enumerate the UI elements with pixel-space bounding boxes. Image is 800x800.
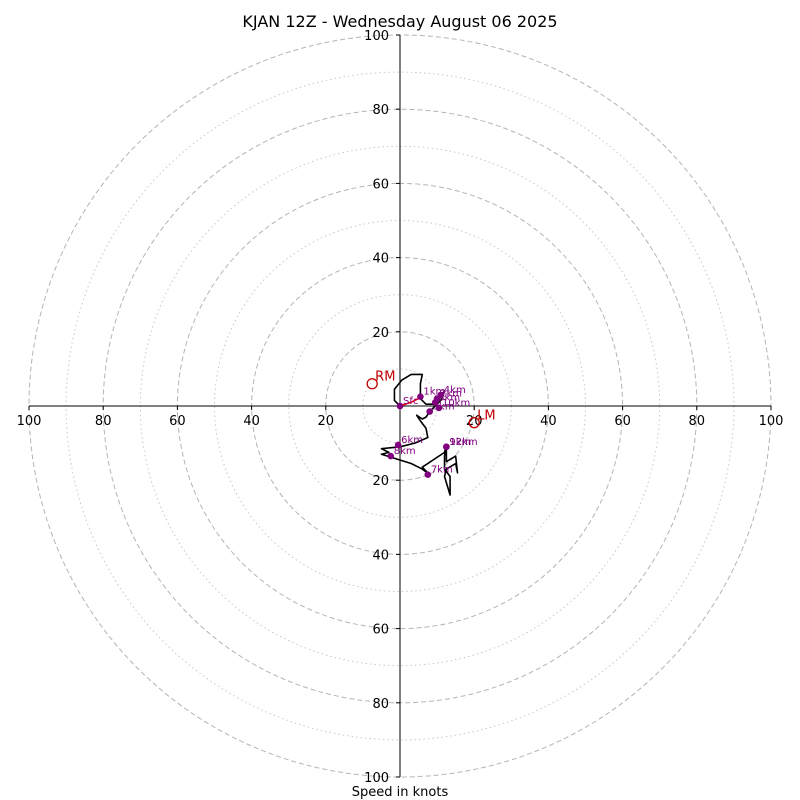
y-tick-label: 40 [372,548,389,563]
height-marker-label: 5km [433,402,455,413]
height-marker-dot [437,391,445,399]
x-tick-label: 80 [95,414,112,429]
height-marker-dot [426,408,433,415]
y-tick-label: 80 [372,697,389,712]
y-tick-label: 60 [372,177,389,192]
height-marker-dot [387,452,395,460]
height-marker-dot [431,398,439,406]
height-marker-label: 9km [449,437,471,448]
height-marker-dot [417,393,424,401]
y-tick-label: 40 [372,252,389,267]
y-tick-label: 20 [372,326,389,341]
storm-motion-markers: RM LM [366,370,496,429]
height-marker-label: 12km [449,437,477,448]
storm-motion-label: LM [477,409,495,424]
height-marker-dot [396,402,404,410]
x-tick-label: 100 [17,414,42,429]
y-tick-label: 60 [372,623,389,638]
height-marker-label: 1km [423,387,445,398]
height-marker-label: 2km [440,389,462,400]
chart-title: KJAN 12Z - Wednesday August 06 2025 [242,12,557,31]
height-marker-label: 3km [438,392,460,403]
x-tick-label: 60 [614,414,631,429]
height-marker-dot [394,441,402,449]
x-tick-label: 60 [169,414,186,429]
x-tick-labels: 100 80 60 40 20 20 40 60 80 100 [17,406,784,429]
height-marker-label: 6km [401,435,423,446]
y-tick-label: 100 [364,771,389,786]
x-tick-label: 40 [540,414,557,429]
height-marker-dot [435,404,443,412]
storm-motion-marker [366,378,378,390]
height-marker-dot [424,471,432,478]
y-tick-label: 20 [372,474,389,489]
y-tick-label: 80 [372,103,389,118]
y-tick-label: 100 [364,29,389,44]
height-marker-dot [443,443,450,451]
height-marker-label: Sfc [403,396,418,407]
lowlevel-shear-segment [399,397,419,407]
x-axis-label: Speed in knots [352,785,449,800]
x-tick-label: 40 [243,414,260,429]
height-marker-label: 10km [442,398,470,409]
storm-motion-label: RM [375,370,395,385]
x-tick-label: 100 [759,414,784,429]
y-tick-labels: 100 80 60 40 20 20 40 60 80 100 [364,29,400,786]
height-marker-label: 7km [431,465,453,476]
storm-motion-marker [468,417,480,429]
height-marker-label: 4km [444,385,466,396]
height-marker-label: 8km [394,446,416,457]
x-tick-label: 80 [689,414,706,429]
x-tick-label: 20 [318,414,335,429]
